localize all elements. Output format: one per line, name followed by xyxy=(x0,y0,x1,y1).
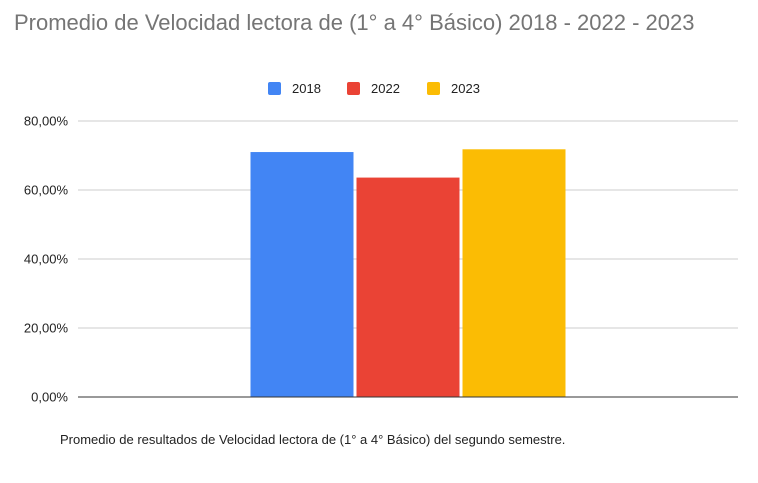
legend-swatch xyxy=(427,82,440,95)
legend-swatch xyxy=(268,82,281,95)
legend-item-2022: 2022 xyxy=(347,81,400,96)
legend-item-2023: 2023 xyxy=(427,81,480,96)
bar-2023 xyxy=(462,149,566,397)
legend-item-2018: 2018 xyxy=(268,81,321,96)
legend-label: 2023 xyxy=(451,81,480,96)
bars xyxy=(250,149,566,397)
y-tick-label: 20,00% xyxy=(24,321,69,336)
y-tick-label: 60,00% xyxy=(24,183,69,198)
chart-title: Promedio de Velocidad lectora de (1° a 4… xyxy=(14,10,695,35)
legend-label: 2018 xyxy=(292,81,321,96)
y-tick-label: 0,00% xyxy=(31,390,68,405)
chart-caption: Promedio de resultados de Velocidad lect… xyxy=(60,432,565,447)
y-axis-tick-labels: 0,00% 20,00% 40,00% 60,00% 80,00% xyxy=(24,114,69,405)
legend-label: 2022 xyxy=(371,81,400,96)
legend: 2018 2022 2023 xyxy=(268,81,480,96)
legend-swatch xyxy=(347,82,360,95)
bar-2018 xyxy=(250,152,354,397)
bar-2022 xyxy=(356,177,460,397)
y-tick-label: 80,00% xyxy=(24,114,69,129)
y-tick-label: 40,00% xyxy=(24,252,69,267)
